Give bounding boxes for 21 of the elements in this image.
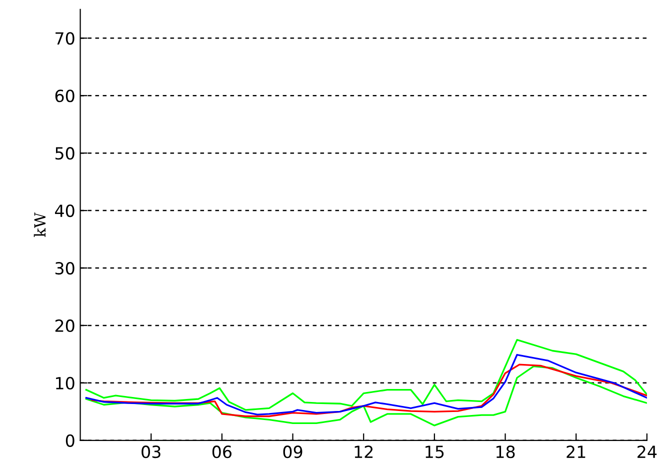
y-axis-title: kW	[34, 212, 46, 237]
x-tick-label: 09	[283, 446, 302, 458]
line-series	[85, 354, 647, 416]
y-tick-label: 20	[55, 319, 74, 332]
x-tick-label: 12	[354, 446, 373, 458]
y-tick-label: 50	[55, 147, 74, 160]
line-series	[91, 364, 647, 418]
y-tick-label: 60	[55, 90, 74, 102]
x-tick-label: 21	[566, 446, 586, 458]
line-series	[85, 338, 647, 411]
y-tick-label: 40	[55, 204, 74, 218]
y-tick-label: 10	[56, 376, 74, 390]
x-tick-label: 18	[496, 446, 515, 458]
y-tick-label: 30	[55, 262, 74, 275]
x-tick-label: 15	[426, 446, 444, 458]
x-tick-label: 24	[638, 446, 657, 458]
x-tick-label: 03	[142, 446, 160, 458]
x-tick-label: 06	[212, 446, 232, 458]
y-tick-label: 0	[66, 434, 74, 447]
y-tick-label: 70	[56, 32, 74, 45]
line-series	[85, 365, 647, 426]
